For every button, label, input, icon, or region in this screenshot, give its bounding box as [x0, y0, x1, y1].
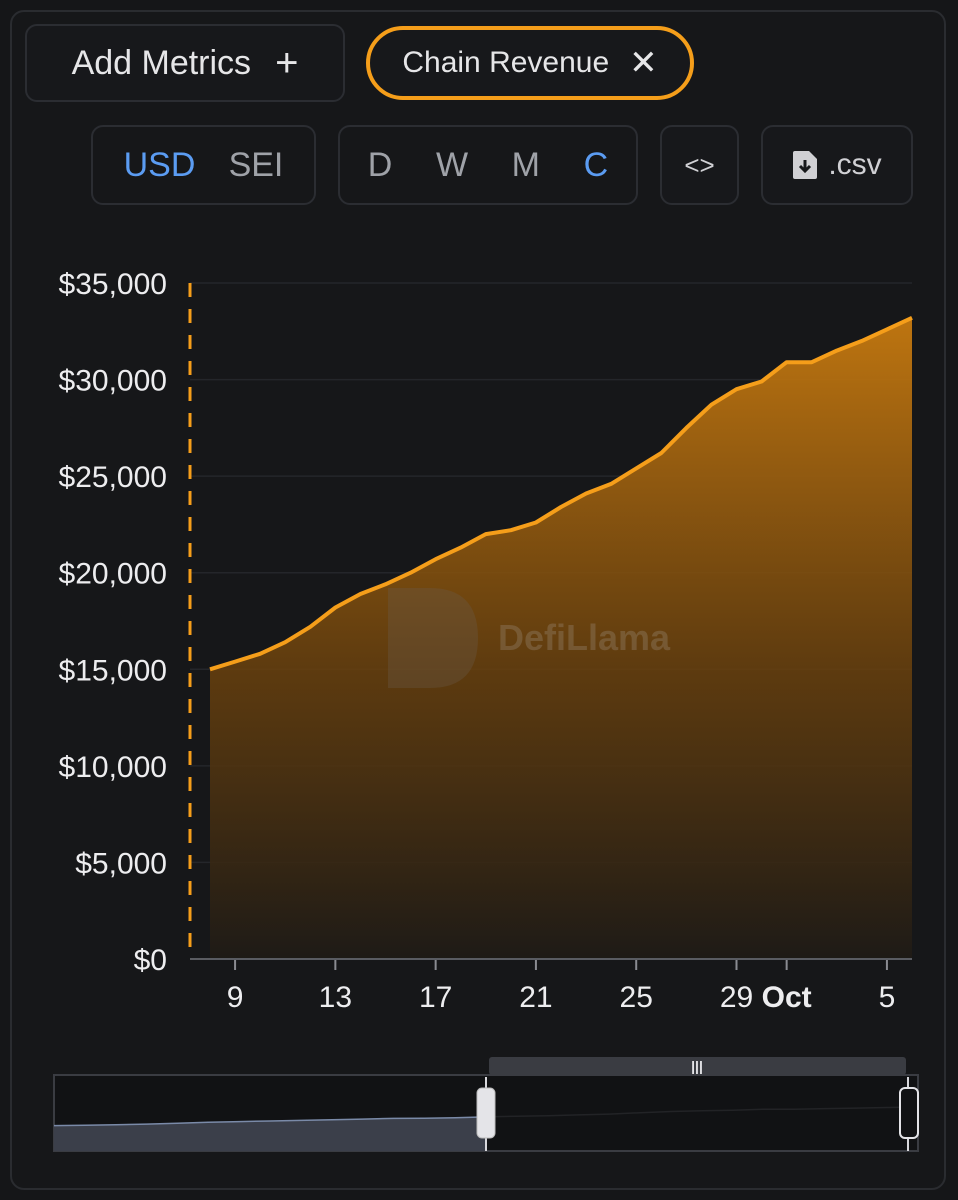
- x-tick-label: 29: [720, 981, 753, 1014]
- y-tick-label: $15,000: [59, 654, 167, 687]
- revenue-area: [210, 317, 912, 959]
- range-preview-line-selected: [485, 1106, 919, 1118]
- range-preview-unselected: [54, 1116, 486, 1151]
- close-icon[interactable]: ✕: [629, 44, 658, 82]
- x-tick-label: 17: [419, 981, 452, 1014]
- x-tick-label: Oct: [762, 981, 812, 1014]
- file-download-icon: [793, 151, 818, 179]
- x-tick-label: 9: [227, 981, 244, 1014]
- add-metrics-label: Add Metrics: [71, 43, 252, 82]
- currency-sei-option[interactable]: SEI: [228, 145, 284, 184]
- x-tick-label: 25: [620, 981, 653, 1014]
- period-cumulative-option[interactable]: C: [583, 145, 609, 184]
- currency-toggle: USD SEI: [91, 125, 316, 205]
- y-axis: $0 $5,000 $10,000 $15,000 $20,000 $25,000 $30,…: [59, 268, 167, 977]
- x-tick-label: 21: [519, 981, 552, 1014]
- y-tick-label: $0: [134, 944, 167, 977]
- range-selector[interactable]: |||: [53, 1057, 919, 1152]
- period-toggle: D W M C: [338, 125, 638, 205]
- y-tick-label: $35,000: [59, 268, 167, 301]
- range-left-handle[interactable]: [476, 1087, 496, 1139]
- y-tick-label: $25,000: [59, 461, 167, 494]
- revenue-line: [209, 315, 913, 672]
- y-tick-label: $5,000: [75, 847, 167, 880]
- y-tick-label: $30,000: [59, 365, 167, 398]
- range-bar[interactable]: [489, 1057, 906, 1075]
- csv-label: .csv: [828, 148, 882, 181]
- x-axis: 9 13 17 21 25 29 Oct 5: [227, 959, 896, 1014]
- watermark-text: DefiLlama: [498, 617, 671, 658]
- range-right-handle[interactable]: [899, 1087, 919, 1139]
- plus-icon: +: [275, 40, 299, 85]
- add-metrics-button[interactable]: Add Metrics +: [25, 24, 345, 102]
- defillama-watermark: DefiLlama: [388, 588, 671, 688]
- range-preview-line-unselected: [53, 1116, 487, 1127]
- csv-download-button[interactable]: .csv: [761, 125, 913, 205]
- range-grip-icon: |||: [691, 1058, 703, 1074]
- embed-button[interactable]: <>: [660, 125, 739, 205]
- y-tick-label: $10,000: [59, 751, 167, 784]
- chain-revenue-pill[interactable]: Chain Revenue ✕: [366, 26, 694, 100]
- currency-usd-option[interactable]: USD: [123, 145, 196, 184]
- period-daily-option[interactable]: D: [367, 145, 393, 184]
- chain-revenue-label: Chain Revenue: [402, 46, 610, 79]
- period-weekly-option[interactable]: W: [435, 145, 469, 184]
- embed-label: <>: [684, 149, 715, 180]
- x-tick-label: 13: [319, 981, 352, 1014]
- x-tick-label: 5: [879, 981, 896, 1014]
- period-monthly-option[interactable]: M: [511, 145, 540, 184]
- y-tick-label: $20,000: [59, 558, 167, 591]
